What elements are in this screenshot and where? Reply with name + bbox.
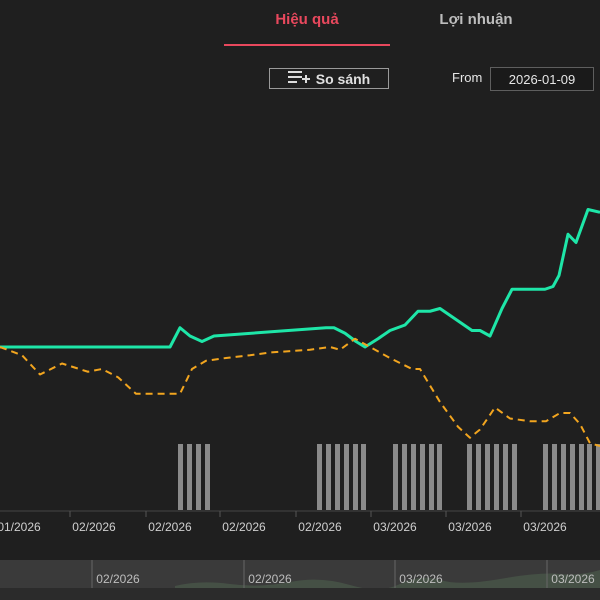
x-tick-label: 02/2026	[298, 520, 342, 534]
volume-bar	[429, 444, 434, 510]
volume-bar	[437, 444, 442, 510]
navigator-label: 03/2026	[399, 572, 443, 586]
volume-bar	[552, 444, 557, 510]
volume-bar	[187, 444, 192, 510]
from-label: From	[452, 70, 483, 85]
volume-bar	[420, 444, 425, 510]
navigator-series-area	[175, 570, 600, 590]
playlist-add-icon	[287, 69, 310, 88]
volume-bar	[467, 444, 472, 510]
navigator-label: 02/2026	[248, 572, 292, 586]
volume-bar	[476, 444, 481, 510]
x-tick-label: 02/2026	[72, 520, 116, 534]
compare-button-label: So sánh	[315, 70, 371, 87]
volume-bar	[178, 444, 183, 510]
volume-bar	[196, 444, 201, 510]
navigator-label: 03/2026	[551, 572, 595, 586]
range-navigator[interactable]: 02/2026 02/2026 03/2026 03/2026	[0, 560, 600, 590]
volume-bar	[596, 444, 600, 510]
x-tick-label: 03/2026	[448, 520, 492, 534]
benchmark-line	[0, 337, 600, 447]
x-tick-label: 02/2026	[148, 520, 192, 534]
volume-bar	[411, 444, 416, 510]
x-tick-label: 03/2026	[373, 520, 417, 534]
performance-chart: 01/2026 02/2026 02/2026 02/2026 02/2026 03/20…	[0, 208, 600, 534]
from-date-input[interactable]	[490, 67, 594, 91]
volume-bar	[587, 444, 592, 510]
volume-bar	[561, 444, 566, 510]
navigator-label: 02/2026	[96, 572, 140, 586]
volume-bar	[393, 444, 398, 510]
tab-hieu-qua[interactable]: Hiệu quả	[224, 0, 390, 46]
volume-bar	[579, 444, 584, 510]
volume-bar	[485, 444, 490, 510]
compare-button[interactable]: So sánh	[269, 68, 389, 89]
portfolio-line	[0, 208, 600, 349]
volume-bar	[512, 444, 517, 510]
volume-bar	[326, 444, 331, 510]
tab-loi-nhuan[interactable]: Lợi nhuận	[439, 11, 513, 28]
volume-bar	[402, 444, 407, 510]
navigator-scrollbar[interactable]	[0, 588, 600, 600]
volume-bar	[570, 444, 575, 510]
x-tick-label: 01/2026	[0, 520, 41, 534]
volume-bar	[205, 444, 210, 510]
volume-bar	[335, 444, 340, 510]
volume-bar	[543, 444, 548, 510]
volume-bar	[317, 444, 322, 510]
volume-bar	[353, 444, 358, 510]
volume-bar	[344, 444, 349, 510]
volume-bar	[494, 444, 499, 510]
x-tick-label: 03/2026	[523, 520, 567, 534]
x-tick-label: 02/2026	[222, 520, 266, 534]
volume-bar	[503, 444, 508, 510]
volume-bar	[361, 444, 366, 510]
